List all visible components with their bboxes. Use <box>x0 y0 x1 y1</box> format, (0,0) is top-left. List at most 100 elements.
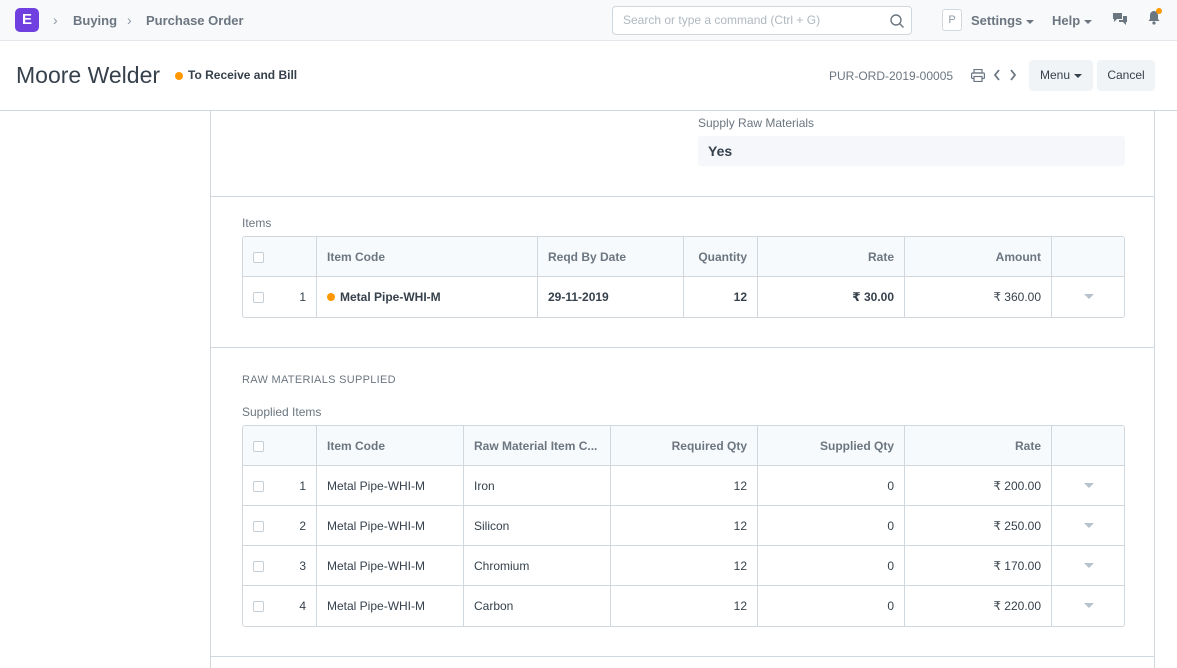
help-label: Help <box>1052 13 1081 28</box>
row-checkbox[interactable] <box>253 481 264 492</box>
page-head: Moore Welder To Receive and Bill PUR-ORD… <box>0 41 1177 111</box>
menu-button-label: Menu <box>1039 68 1071 82</box>
chevron-left-icon[interactable] <box>992 68 1002 82</box>
table-row[interactable]: 4 Metal Pipe-WHI-M Carbon 12 0 ₹ 220.00 <box>243 586 1124 626</box>
supplied-qty-cell[interactable]: 0 <box>757 466 904 506</box>
caret-down-icon[interactable] <box>1084 603 1094 608</box>
required-qty-cell[interactable]: 12 <box>610 506 757 546</box>
caret-down-icon[interactable] <box>1084 483 1094 488</box>
row-select-cell: 4 <box>243 586 316 626</box>
row-index: 1 <box>299 290 306 304</box>
row-checkbox[interactable] <box>253 561 264 572</box>
raw-material-cell[interactable]: Iron <box>463 466 610 506</box>
row-checkbox[interactable] <box>253 601 264 612</box>
select-all-cell <box>243 426 316 466</box>
item-status-dot <box>327 292 335 301</box>
status-badge: To Receive and Bill <box>188 68 298 82</box>
cancel-button[interactable]: Cancel <box>1097 60 1155 91</box>
reqd-by-date-cell[interactable]: 29-11-2019 <box>537 277 683 317</box>
section-divider <box>211 196 1154 197</box>
caret-down-icon <box>1026 19 1035 24</box>
required-qty-cell[interactable]: 12 <box>610 546 757 586</box>
item-code-cell[interactable]: Metal Pipe-WHI-M <box>316 277 537 317</box>
supplied-items-table: Item Code Raw Material Item C... Require… <box>242 425 1125 627</box>
raw-material-cell[interactable]: Chromium <box>463 546 610 586</box>
notification-dot <box>1156 8 1162 14</box>
search-icon[interactable] <box>889 13 905 29</box>
row-select-cell: 3 <box>243 546 316 586</box>
required-qty-cell[interactable]: 12 <box>610 586 757 626</box>
help-dropdown[interactable]: Help <box>1052 13 1093 28</box>
item-code-cell[interactable]: Metal Pipe-WHI-M <box>316 466 463 506</box>
item-code-cell[interactable]: Metal Pipe-WHI-M <box>316 546 463 586</box>
column-header-actions <box>1051 237 1124 277</box>
table-row[interactable]: 2 Metal Pipe-WHI-M Silicon 12 0 ₹ 250.00 <box>243 506 1124 546</box>
search-input[interactable] <box>623 13 883 27</box>
column-header: Reqd By Date <box>537 237 683 277</box>
rate-cell[interactable]: ₹ 30.00 <box>757 277 904 317</box>
row-checkbox[interactable] <box>253 292 264 303</box>
table-header-row: Item Code Reqd By Date Quantity Rate Amo… <box>243 237 1124 277</box>
rate-cell[interactable]: ₹ 220.00 <box>904 586 1051 626</box>
supplied-qty-cell[interactable]: 0 <box>757 506 904 546</box>
row-select-cell: 1 <box>243 466 316 506</box>
table-row[interactable]: 3 Metal Pipe-WHI-M Chromium 12 0 ₹ 170.0… <box>243 546 1124 586</box>
chevron-right-icon: › <box>127 12 132 28</box>
row-actions-cell[interactable] <box>1051 506 1124 546</box>
column-header: Rate <box>757 237 904 277</box>
row-checkbox[interactable] <box>253 521 264 532</box>
item-code-cell[interactable]: Metal Pipe-WHI-M <box>316 586 463 626</box>
row-actions-cell[interactable] <box>1051 586 1124 626</box>
section-title-raw-materials: RAW MATERIALS SUPPLIED <box>242 374 396 386</box>
row-select-cell: 2 <box>243 506 316 546</box>
chevron-right-icon[interactable] <box>1008 68 1018 82</box>
quantity-cell[interactable]: 12 <box>683 277 757 317</box>
rate-cell[interactable]: ₹ 200.00 <box>904 466 1051 506</box>
caret-down-icon[interactable] <box>1084 563 1094 568</box>
select-all-checkbox[interactable] <box>253 252 264 263</box>
table-row[interactable]: 1 Metal Pipe-WHI-M 29-11-2019 12 ₹ 30.00… <box>243 277 1124 317</box>
supplied-qty-cell[interactable]: 0 <box>757 546 904 586</box>
row-actions-cell[interactable] <box>1051 277 1124 317</box>
column-header: Amount <box>904 237 1051 277</box>
search-box <box>612 6 912 35</box>
items-label: Items <box>242 216 272 230</box>
caret-down-icon[interactable] <box>1084 294 1094 299</box>
column-header: Rate <box>904 426 1051 466</box>
column-header: Item Code <box>316 237 537 277</box>
rate-cell[interactable]: ₹ 250.00 <box>904 506 1051 546</box>
raw-material-cell[interactable]: Silicon <box>463 506 610 546</box>
page-title: Moore Welder <box>16 62 161 88</box>
printer-icon[interactable] <box>971 69 985 82</box>
select-all-checkbox[interactable] <box>253 441 264 452</box>
chevron-right-icon: › <box>53 12 58 28</box>
row-actions-cell[interactable] <box>1051 546 1124 586</box>
column-header-actions <box>1051 426 1124 466</box>
required-qty-cell[interactable]: 12 <box>610 466 757 506</box>
rate-cell[interactable]: ₹ 170.00 <box>904 546 1051 586</box>
supply-raw-materials-label: Supply Raw Materials <box>698 116 815 130</box>
caret-down-icon <box>1084 19 1093 24</box>
avatar[interactable]: P <box>942 9 962 31</box>
breadcrumb-buying[interactable]: Buying <box>73 13 118 28</box>
column-header: Required Qty <box>610 426 757 466</box>
form-layout: Supply Raw Materials Yes Items Item Code… <box>210 111 1155 668</box>
menu-button[interactable]: Menu <box>1029 60 1093 91</box>
supply-raw-materials-field: Yes <box>698 136 1125 166</box>
row-index: 2 <box>299 519 306 533</box>
breadcrumb-purchase-order[interactable]: Purchase Order <box>146 13 244 28</box>
table-row[interactable]: 1 Metal Pipe-WHI-M Iron 12 0 ₹ 200.00 <box>243 466 1124 506</box>
app-logo[interactable]: E <box>15 8 39 32</box>
chat-icon[interactable] <box>1112 12 1128 27</box>
supplied-qty-cell[interactable]: 0 <box>757 586 904 626</box>
caret-down-icon[interactable] <box>1084 523 1094 528</box>
amount-cell: ₹ 360.00 <box>904 277 1051 317</box>
item-code-cell[interactable]: Metal Pipe-WHI-M <box>316 506 463 546</box>
column-header: Quantity <box>683 237 757 277</box>
settings-dropdown[interactable]: Settings <box>971 13 1035 28</box>
status-indicator-dot <box>175 72 183 80</box>
row-select-cell: 1 <box>243 277 316 317</box>
row-index: 1 <box>299 479 306 493</box>
raw-material-cell[interactable]: Carbon <box>463 586 610 626</box>
row-actions-cell[interactable] <box>1051 466 1124 506</box>
